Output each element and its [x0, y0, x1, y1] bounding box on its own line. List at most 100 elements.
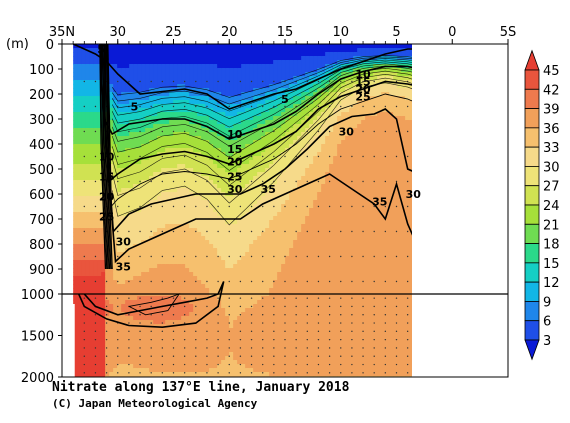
field-cell [93, 200, 98, 205]
field-cell [185, 352, 190, 357]
field-cell [297, 280, 302, 285]
field-cell [213, 88, 218, 93]
field-cell [281, 224, 286, 229]
field-cell [85, 56, 90, 61]
field-cell [281, 352, 286, 357]
field-cell [189, 180, 194, 185]
field-cell [149, 308, 154, 313]
field-cell [125, 164, 130, 169]
field-cell [185, 312, 190, 317]
field-cell [217, 204, 222, 209]
field-cell [153, 108, 158, 113]
field-cell [89, 352, 94, 357]
field-cell [293, 364, 298, 369]
field-cell [113, 176, 118, 181]
field-cell [253, 80, 258, 85]
field-cell [181, 60, 186, 65]
field-cell [213, 256, 218, 261]
field-cell [109, 368, 114, 373]
field-cell [301, 88, 306, 93]
field-cell [221, 240, 226, 245]
field-cell [141, 148, 146, 153]
field-cell [209, 112, 214, 117]
field-cell [217, 124, 222, 129]
field-cell [301, 288, 306, 293]
field-cell [285, 180, 290, 185]
field-cell [161, 140, 166, 145]
field-cell [197, 224, 202, 229]
field-cell [269, 320, 274, 325]
field-cell [113, 324, 118, 329]
field-cell [137, 336, 142, 341]
field-cell [269, 184, 274, 189]
field-cell [225, 132, 230, 137]
field-cell [149, 220, 154, 225]
field-cell [173, 184, 178, 189]
field-cell [213, 360, 218, 365]
field-cell [257, 76, 262, 81]
field-cell [113, 152, 118, 157]
field-cell [233, 276, 238, 281]
field-cell [233, 324, 238, 329]
field-cell [289, 156, 294, 161]
field-cell [265, 356, 270, 361]
field-cell [77, 172, 82, 177]
field-cell [209, 92, 214, 97]
field-cell [213, 288, 218, 293]
field-cell [113, 220, 118, 225]
field-cell [153, 144, 158, 149]
field-cell [117, 368, 122, 373]
field-cell [253, 84, 258, 89]
field-cell [245, 84, 250, 89]
field-cell [81, 124, 86, 129]
field-cell [245, 180, 250, 185]
field-cell [261, 44, 266, 49]
field-cell [189, 312, 194, 317]
field-cell [225, 144, 230, 149]
field-cell [133, 228, 138, 233]
field-cell [77, 128, 82, 133]
field-cell [221, 236, 226, 241]
field-cell [177, 364, 182, 369]
field-cell [113, 180, 118, 185]
field-cell [209, 196, 214, 201]
field-cell [105, 324, 110, 329]
field-cell [109, 304, 114, 309]
field-cell [109, 52, 114, 57]
field-cell [93, 216, 98, 221]
field-cell [89, 180, 94, 185]
field-cell [109, 104, 114, 109]
field-cell [77, 84, 82, 89]
field-cell [273, 80, 278, 85]
field-cell [105, 352, 110, 357]
field-cell [197, 116, 202, 121]
field-cell [301, 276, 306, 281]
field-cell [289, 264, 294, 269]
field-cell [213, 248, 218, 253]
field-cell [89, 340, 94, 345]
field-cell [77, 332, 82, 337]
field-cell [169, 64, 174, 69]
field-cell [101, 328, 106, 333]
field-cell [101, 332, 106, 337]
field-cell [81, 220, 86, 225]
field-cell [253, 200, 258, 205]
field-cell [281, 200, 286, 205]
field-cell [85, 332, 90, 337]
field-cell [97, 180, 102, 185]
field-cell [237, 212, 242, 217]
field-cell [253, 344, 258, 349]
field-cell [145, 196, 150, 201]
field-cell [293, 84, 298, 89]
field-cell [153, 208, 158, 213]
field-cell [273, 160, 278, 165]
field-cell [165, 64, 170, 69]
field-cell [305, 232, 310, 237]
field-cell [261, 52, 266, 57]
field-cell [109, 176, 114, 181]
field-cell [93, 352, 98, 357]
field-cell [261, 300, 266, 305]
field-cell [249, 272, 254, 277]
field-cell [185, 296, 190, 301]
field-cell [165, 232, 170, 237]
